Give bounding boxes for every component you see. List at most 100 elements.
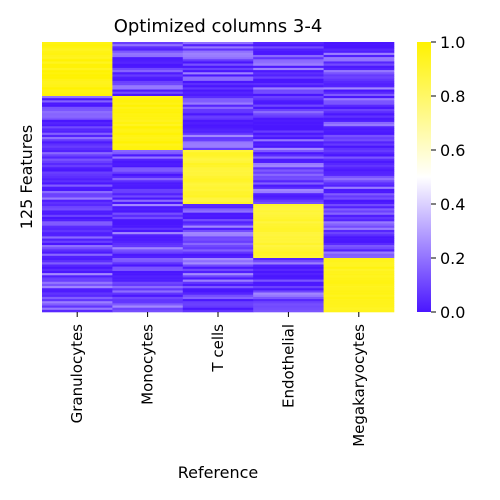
- heatmap-cell: [182, 137, 254, 140]
- heatmap-cell: [182, 96, 254, 99]
- heatmap-cell: [323, 264, 395, 267]
- heatmap-cell: [182, 165, 254, 168]
- heatmap-cell: [42, 225, 113, 229]
- heatmap-cell: [42, 275, 113, 278]
- heatmap-cell: [42, 160, 113, 164]
- heatmap-cell: [112, 260, 184, 263]
- heatmap-cell: [112, 85, 184, 88]
- heatmap-cell: [182, 242, 254, 246]
- heatmap-cell: [42, 214, 113, 218]
- colorbar-tick-label: 0.4: [440, 195, 465, 214]
- heatmap-cell: [253, 210, 324, 213]
- heatmap-cell: [182, 85, 254, 88]
- heatmap-cell: [323, 229, 395, 233]
- heatmap-cell: [323, 78, 395, 82]
- heatmap-cell: [323, 171, 395, 175]
- heatmap-cell: [323, 268, 395, 272]
- heatmap-cell: [112, 210, 184, 213]
- heatmap-cell: [42, 268, 113, 272]
- heatmap-cell: [182, 152, 254, 155]
- colorbar-tick-label: 0.8: [440, 87, 465, 106]
- heatmap-cell: [112, 52, 184, 56]
- heatmap-cell: [253, 178, 324, 181]
- colorbar-tick-label: 0.0: [440, 303, 465, 322]
- heatmap-cell: [182, 124, 254, 127]
- heatmap-cell: [42, 52, 113, 56]
- heatmap-cell: [42, 193, 113, 196]
- heatmap-cell: [253, 199, 324, 203]
- heatmap-cell: [112, 223, 184, 226]
- heatmap-cell: [182, 279, 254, 283]
- heatmap-cell: [323, 270, 395, 274]
- heatmap-cell: [42, 236, 113, 239]
- heatmap-cell: [323, 214, 395, 218]
- heatmap-cell: [323, 52, 395, 56]
- heatmap-cell: [182, 178, 254, 181]
- heatmap-cell: [182, 223, 254, 226]
- heatmap-cell: [323, 197, 395, 200]
- heatmap-cell: [112, 279, 184, 283]
- heatmap-cell: [182, 236, 254, 239]
- heatmap-cell: [112, 141, 184, 144]
- y-axis-label: 125 Features: [17, 125, 36, 229]
- heatmap-cell: [323, 193, 395, 196]
- heatmap-cell: [112, 147, 184, 151]
- heatmap-cell: [323, 195, 395, 198]
- heatmap-cell: [42, 115, 113, 118]
- heatmap-cell: [323, 46, 395, 49]
- heatmap-cell: [253, 89, 324, 92]
- heatmap-cell: [112, 270, 184, 274]
- heatmap-cell: [253, 216, 324, 220]
- heatmap-cell: [112, 65, 184, 69]
- x-tick-label: T cells: [209, 324, 227, 373]
- heatmap-cell: [182, 134, 254, 138]
- heatmap-cell: [253, 115, 324, 118]
- heatmap-cell: [112, 130, 184, 134]
- colorbar-tick-label: 1.0: [440, 33, 465, 52]
- heatmap-cell: [182, 61, 254, 64]
- heatmap-cell: [323, 65, 395, 69]
- heatmap-cell: [42, 54, 113, 58]
- heatmap-cell: [182, 117, 254, 121]
- heatmap-cell: [42, 63, 113, 67]
- heatmap-cell: [42, 91, 113, 95]
- heatmap-cell: [182, 245, 254, 248]
- heatmap-cell: [323, 147, 395, 151]
- heatmap-cell: [182, 193, 254, 196]
- heatmap-cell: [253, 74, 324, 77]
- heatmap-cell: [182, 184, 254, 188]
- heatmap-cell: [182, 130, 254, 134]
- heatmap-cell: [323, 225, 395, 229]
- heatmap-cell: [42, 106, 113, 110]
- heatmap-cell: [112, 100, 184, 103]
- heatmap-cell: [42, 96, 113, 99]
- heatmap-cell: [182, 113, 254, 116]
- heatmap-cell: [112, 50, 184, 54]
- heatmap-cell: [182, 191, 254, 194]
- heatmap-cell: [112, 108, 184, 112]
- heatmap-cell: [253, 54, 324, 58]
- heatmap-cell: [42, 188, 113, 192]
- heatmap-cell: [112, 150, 184, 153]
- heatmap-cell: [182, 70, 254, 73]
- heatmap-cell: [253, 197, 324, 200]
- heatmap-cell: [182, 67, 254, 71]
- heatmap-cell: [323, 167, 395, 170]
- heatmap-cell: [323, 139, 395, 142]
- heatmap-cell: [323, 249, 395, 252]
- heatmap-cell: [112, 191, 184, 194]
- heatmap-cell: [42, 154, 113, 157]
- heatmap-cell: [182, 44, 254, 47]
- heatmap-cell: [182, 154, 254, 157]
- heatmap-cell: [323, 290, 395, 293]
- heatmap-cell: [182, 219, 254, 222]
- heatmap-cell: [323, 130, 395, 134]
- heatmap-cell: [182, 59, 254, 62]
- heatmap-cell: [182, 255, 254, 259]
- heatmap-cell: [112, 61, 184, 64]
- heatmap-cell: [112, 132, 184, 136]
- heatmap-cell: [112, 201, 184, 205]
- heatmap-cell: [182, 227, 254, 231]
- heatmap-cell: [112, 249, 184, 252]
- heatmap-cell: [253, 229, 324, 233]
